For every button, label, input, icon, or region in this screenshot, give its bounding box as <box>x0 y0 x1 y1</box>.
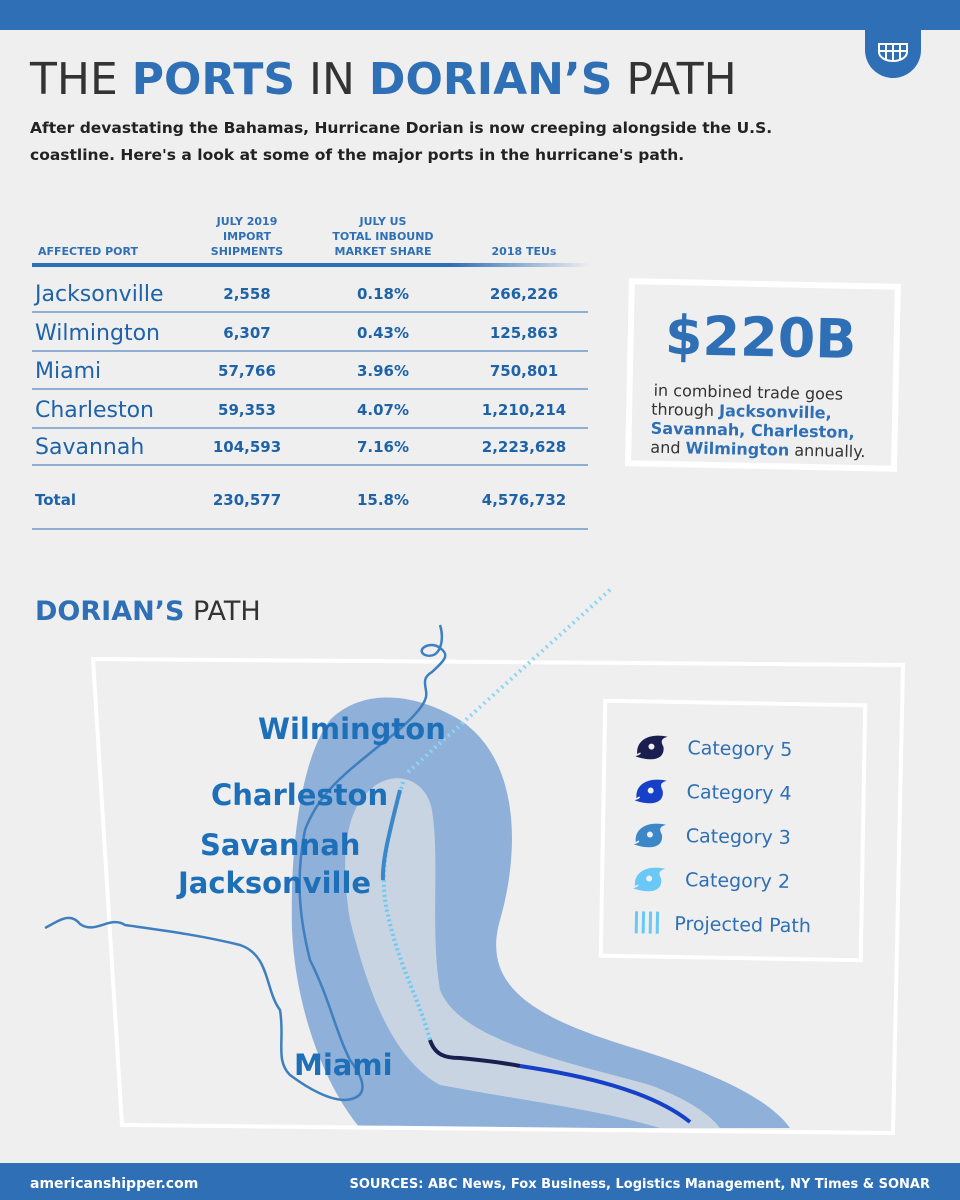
hurricane-eye <box>646 831 653 838</box>
track-cat4 <box>519 1064 692 1124</box>
total-cell: 230,577 <box>213 491 281 509</box>
callout-text: in combined trade goes <box>653 381 843 404</box>
logo-icon <box>878 43 908 62</box>
callout: $220B in combined trade goes through Jac… <box>624 278 901 472</box>
table-cell: 2,223,628 <box>482 438 566 456</box>
legend-label: Category 4 <box>686 781 791 805</box>
table-cell: 3.96% <box>357 362 409 380</box>
table-cell: 266,226 <box>490 285 558 303</box>
table-cell: 59,353 <box>218 401 276 419</box>
title-word: THE <box>29 54 118 105</box>
callout-text: Savannah, Charleston, <box>651 419 855 442</box>
table-cell: 57,766 <box>218 362 276 380</box>
column-header: MARKET SHARE <box>335 245 432 258</box>
table-cell: 0.43% <box>357 324 409 342</box>
callout-word: Jacksonville, <box>718 401 832 422</box>
hurricane-eye <box>647 787 654 794</box>
footer-site: americanshipper.com <box>30 1176 198 1192</box>
title: THE PORTS IN DORIAN’S PATH <box>29 54 737 105</box>
footer-sources: SOURCES: ABC News, Fox Business, Logisti… <box>349 1177 930 1192</box>
total-cell: 15.8% <box>357 491 409 509</box>
callout-text: through Jacksonville, <box>651 400 832 423</box>
table-cell: 4.07% <box>357 401 409 419</box>
map-title-word: PATH <box>193 596 261 627</box>
callout-word: through <box>651 400 714 420</box>
table-cell: 7.16% <box>357 438 409 456</box>
port-name: Charleston <box>35 398 154 423</box>
column-header: 2018 TEUs <box>492 245 557 258</box>
map-label: Miami <box>294 1048 393 1082</box>
table-cell: 750,801 <box>490 362 558 380</box>
title-word: PATH <box>626 54 736 105</box>
title-word: PORTS <box>132 54 295 105</box>
table-cell: 104,593 <box>213 438 281 456</box>
map-label: Jacksonville <box>176 866 371 900</box>
projected-path-far <box>406 586 614 774</box>
total-label: Total <box>35 491 76 509</box>
column-header: AFFECTED PORT <box>38 245 138 258</box>
column-header: TOTAL INBOUND <box>332 230 433 243</box>
legend-items: Category 5 Category 4 Category 3 Category 2… <box>632 735 811 937</box>
storm-cone-inner <box>345 778 720 1128</box>
legend-label: Projected Path <box>674 913 811 937</box>
table-cell: 0.18% <box>357 285 409 303</box>
hurricane-eye <box>648 743 655 750</box>
callout-word: Wilmington <box>685 438 789 459</box>
callout-word: annually. <box>794 441 866 461</box>
callout-box <box>624 278 901 472</box>
coastline <box>44 624 447 1102</box>
callout-word: and <box>650 438 681 458</box>
callout-text: and Wilmington annually. <box>650 438 866 462</box>
column-header: IMPORT <box>223 230 271 243</box>
port-name: Jacksonville <box>33 282 164 307</box>
port-name: Savannah <box>35 435 144 460</box>
legend-box <box>598 698 868 963</box>
track-cat3 <box>380 789 402 881</box>
subtitle: After devastating the Bahamas, Hurricane… <box>30 119 772 137</box>
column-header: SHIPMENTS <box>211 245 283 258</box>
column-header: JULY 2019 <box>216 215 278 228</box>
callout-value: $220B <box>664 304 857 371</box>
table-cell: 1,210,214 <box>482 401 566 419</box>
map-label: Charleston <box>211 778 388 812</box>
map-frame <box>90 656 906 1136</box>
map-label: Wilmington <box>258 712 446 746</box>
header-underline <box>32 263 590 267</box>
table-cell: 2,558 <box>223 285 270 303</box>
title-word: DORIAN’S <box>369 54 612 105</box>
port-name: Wilmington <box>35 321 160 346</box>
map-title: DORIAN’S PATH <box>35 596 261 627</box>
title-word: IN <box>309 54 355 105</box>
top-bar <box>0 0 960 30</box>
subtitle: coastline. Here's a look at some of the … <box>30 146 684 164</box>
legend: Category 5 Category 4 Category 3 Category 2… <box>598 698 868 963</box>
map-label: Savannah <box>200 828 360 862</box>
legend-label: Category 5 <box>687 737 792 761</box>
hurricane-eye <box>646 875 653 882</box>
table-cell: 125,863 <box>490 324 558 342</box>
footer-bar <box>0 1163 960 1200</box>
port-table: AFFECTED PORT JULY 2019 IMPORT SHIPMENTS JUL… <box>32 215 588 530</box>
legend-label: Category 2 <box>685 869 790 893</box>
port-name: Miami <box>35 359 101 384</box>
track-cat5 <box>428 1039 521 1068</box>
column-header: JULY US <box>359 215 407 228</box>
legend-label: Category 3 <box>686 825 791 849</box>
table-cell: 6,307 <box>223 324 270 342</box>
projected-path <box>381 781 432 1041</box>
total-cell: 4,576,732 <box>482 491 566 509</box>
map-title-word: DORIAN’S <box>35 596 184 627</box>
